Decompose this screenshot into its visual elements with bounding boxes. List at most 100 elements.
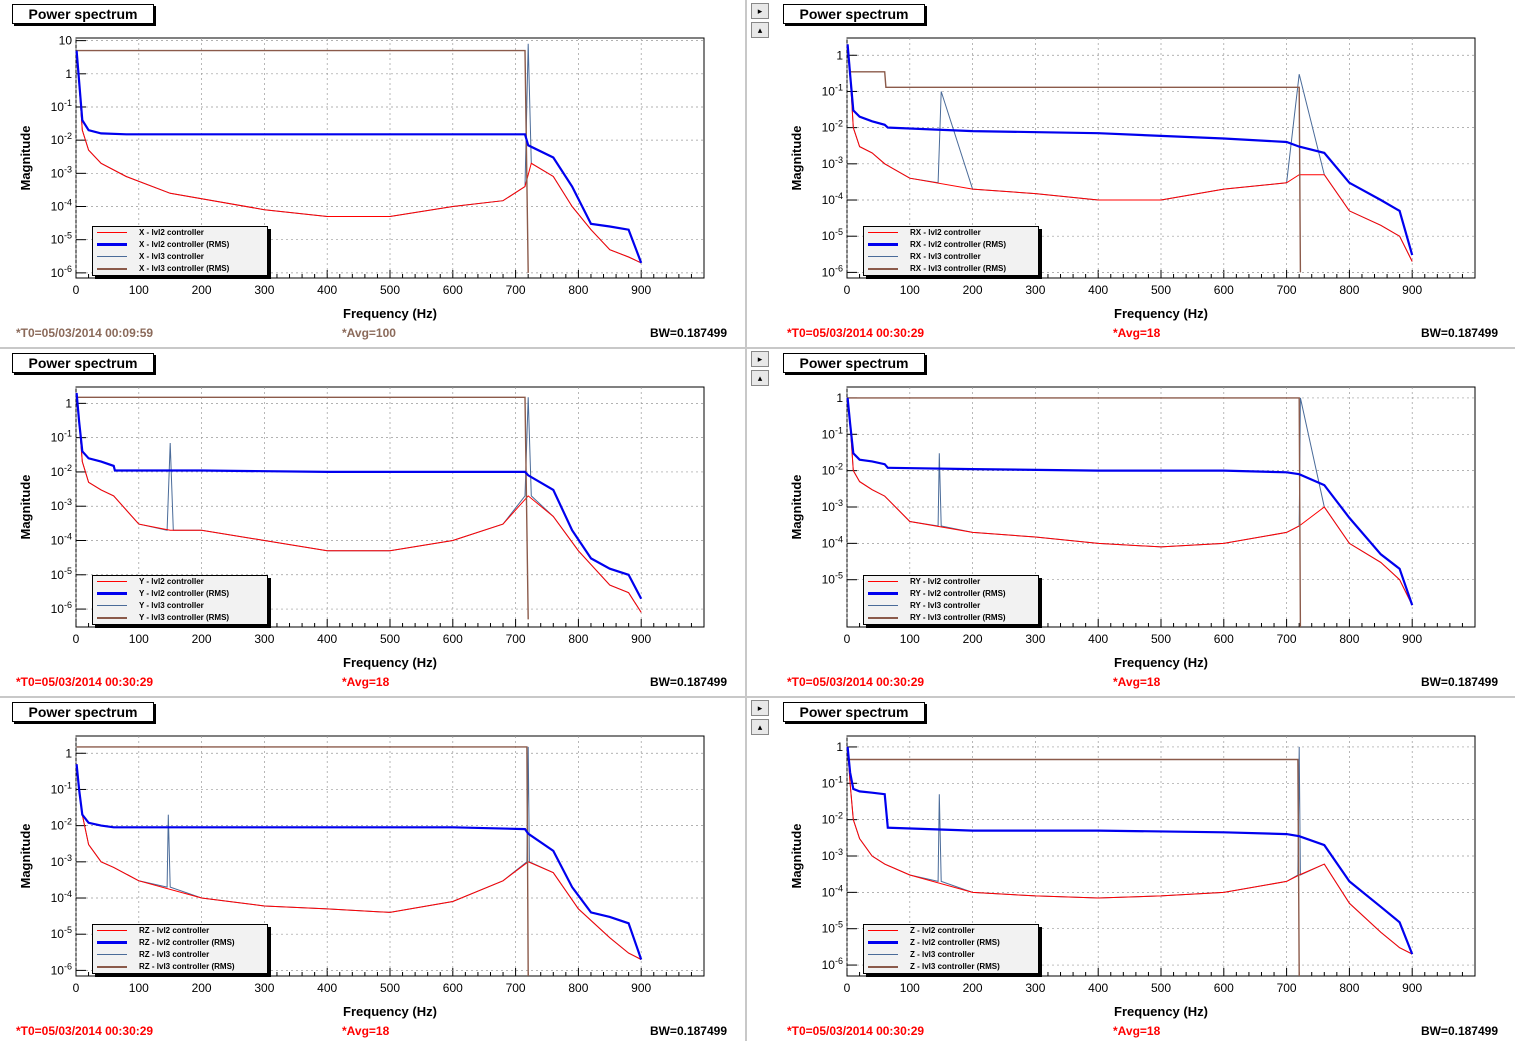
avg-label: *Avg=18 bbox=[1113, 326, 1161, 340]
y-tick-label: 10-1 bbox=[822, 774, 843, 790]
spectrum-plot[interactable]: 0 100 200 300 400 500 600 700 800 900 1 10-1 10-2 10-… bbox=[773, 724, 1515, 1024]
panel-title[interactable]: Power spectrum bbox=[12, 353, 154, 373]
legend-label: X - lvl3 controller (RMS) bbox=[139, 264, 230, 273]
x-tick-label: 300 bbox=[254, 632, 274, 646]
scroll-up-button[interactable]: ▴ bbox=[751, 719, 769, 735]
avg-label: *Avg=18 bbox=[342, 675, 390, 689]
x-tick-label: 800 bbox=[1339, 283, 1359, 297]
spectrum-plot[interactable]: 0 100 200 300 400 500 600 700 800 900 10 1 10-1 10-2 1… bbox=[2, 26, 745, 326]
panel-title[interactable]: Power spectrum bbox=[783, 353, 925, 373]
panel-title[interactable]: Power spectrum bbox=[12, 702, 154, 722]
y-tick-label: 10-5 bbox=[51, 566, 72, 582]
x-tick-label: 0 bbox=[844, 981, 851, 995]
x-tick-label: 800 bbox=[568, 981, 588, 995]
bw-label: BW=0.187499 bbox=[1420, 1024, 1498, 1038]
spectrum-plot[interactable]: 0 100 200 300 400 500 600 700 800 900 1 10-1 10-2 10-… bbox=[773, 26, 1515, 326]
y-tick-label: 1 bbox=[65, 396, 72, 410]
plot-legend[interactable]: X - lvl2 controller X - lvl2 controller … bbox=[92, 226, 268, 276]
y-tick-label: 10-5 bbox=[822, 920, 843, 936]
y-tick-label: 10-2 bbox=[822, 811, 843, 827]
t0-label: *T0=05/03/2014 00:30:29 bbox=[787, 326, 925, 340]
y-tick-label: 10-1 bbox=[51, 429, 72, 445]
spectrum-panel-rz: Power spectrum 0 100 200 300 400 500 600 700 800… bbox=[2, 698, 745, 1043]
lvl2-series-line bbox=[847, 746, 1413, 955]
plot-legend[interactable]: RY - lvl2 controller RY - lvl2 controlle… bbox=[863, 575, 1039, 625]
y-tick-label: 1 bbox=[836, 391, 843, 405]
lvl3-rms-series-line bbox=[76, 746, 529, 977]
spectrum-panel-x: Power spectrum 0 100 200 300 400 500 600 700 800… bbox=[2, 0, 745, 345]
x-tick-label: 300 bbox=[1025, 981, 1045, 995]
y-tick-label: 1 bbox=[836, 740, 843, 754]
plot-legend[interactable]: RZ - lvl2 controller RZ - lvl2 controlle… bbox=[92, 924, 268, 974]
legend-swatch-lvl3-rms bbox=[868, 965, 898, 968]
plot-legend[interactable]: Z - lvl2 controller Z - lvl2 controller … bbox=[863, 924, 1039, 974]
x-tick-label: 500 bbox=[1151, 981, 1171, 995]
legend-label: Y - lvl2 controller bbox=[139, 577, 204, 586]
lvl2-rms-series-line bbox=[846, 397, 1414, 606]
legend-label: RX - lvl2 controller (RMS) bbox=[910, 240, 1007, 249]
legend-swatch-lvl3 bbox=[97, 605, 127, 607]
x-tick-label: 900 bbox=[1402, 283, 1422, 297]
panel-title[interactable]: Power spectrum bbox=[783, 4, 925, 24]
avg-label: *Avg=18 bbox=[342, 1024, 390, 1038]
scroll-up-button[interactable]: ▴ bbox=[751, 22, 769, 38]
y-tick-label: 10-6 bbox=[51, 600, 72, 616]
y-axis-title: Magnitude bbox=[789, 126, 804, 191]
y-tick-label: 10-4 bbox=[822, 191, 843, 207]
x-tick-label: 500 bbox=[380, 981, 400, 995]
legend-swatch-lvl2-rms bbox=[868, 243, 898, 247]
x-tick-label: 0 bbox=[844, 632, 851, 646]
y-tick-label: 10-6 bbox=[822, 956, 843, 972]
y-tick-label: 10-4 bbox=[51, 889, 72, 905]
legend-swatch-lvl3-rms bbox=[97, 965, 127, 968]
plot-legend[interactable]: RX - lvl2 controller RX - lvl2 controlle… bbox=[863, 226, 1039, 276]
legend-swatch-lvl3-rms bbox=[868, 267, 898, 270]
legend-label: X - lvl3 controller bbox=[139, 252, 204, 261]
lvl2-rms-series-line bbox=[846, 746, 1414, 955]
lvl2-rms-series-line bbox=[75, 50, 643, 264]
scroll-right-button[interactable]: ▸ bbox=[751, 351, 769, 367]
panel-title[interactable]: Power spectrum bbox=[783, 702, 925, 722]
x-axis-title: Frequency (Hz) bbox=[343, 1004, 437, 1019]
legend-label: RY - lvl2 controller bbox=[910, 577, 981, 586]
spectrum-plot[interactable]: 0 100 200 300 400 500 600 700 800 900 1 10-1 10-2 10-… bbox=[2, 375, 745, 675]
legend-label: Y - lvl3 controller bbox=[139, 601, 204, 610]
spectrum-plot[interactable]: 0 100 200 300 400 500 600 700 800 900 1 10-1 10-2 10-… bbox=[2, 724, 745, 1024]
lvl2-series-line bbox=[76, 50, 642, 264]
x-tick-label: 0 bbox=[73, 981, 80, 995]
y-tick-label: 10-1 bbox=[822, 82, 843, 98]
x-tick-label: 100 bbox=[129, 283, 149, 297]
x-tick-label: 400 bbox=[317, 283, 337, 297]
y-tick-label: 10-2 bbox=[51, 463, 72, 479]
legend-swatch-lvl2-rms bbox=[868, 592, 898, 596]
x-axis-title: Frequency (Hz) bbox=[343, 655, 437, 670]
t0-label: *T0=05/03/2014 00:30:29 bbox=[16, 1024, 154, 1038]
y-axis-title: Magnitude bbox=[18, 824, 33, 889]
t0-label: *T0=05/03/2014 00:30:29 bbox=[787, 1024, 925, 1038]
x-axis-title: Frequency (Hz) bbox=[343, 306, 437, 321]
plot-legend[interactable]: Y - lvl2 controller Y - lvl2 controller … bbox=[92, 575, 268, 625]
legend-label: RY - lvl3 controller bbox=[910, 601, 981, 610]
y-tick-label: 10-1 bbox=[822, 425, 843, 441]
spectrum-panel-z: Power spectrum 0 100 200 300 400 500 600 700 800… bbox=[773, 698, 1515, 1043]
x-tick-label: 500 bbox=[380, 283, 400, 297]
y-tick-label: 10-4 bbox=[822, 534, 843, 550]
legend-swatch-lvl3 bbox=[868, 256, 898, 258]
y-axis-title: Magnitude bbox=[18, 475, 33, 540]
y-tick-label: 10-3 bbox=[51, 853, 72, 869]
spectrum-panel-ry: Power spectrum 0 100 200 300 400 500 600 700 800… bbox=[773, 349, 1515, 694]
panel-divider-vertical bbox=[745, 0, 747, 1041]
legend-swatch-lvl3-rms bbox=[97, 616, 127, 619]
lvl2-series-line bbox=[847, 397, 1413, 606]
legend-swatch-lvl3 bbox=[868, 954, 898, 956]
panel-title[interactable]: Power spectrum bbox=[12, 4, 154, 24]
scroll-right-button[interactable]: ▸ bbox=[751, 700, 769, 716]
y-tick-label: 10-5 bbox=[51, 925, 72, 941]
scroll-right-button[interactable]: ▸ bbox=[751, 3, 769, 19]
panel-divider-horizontal bbox=[0, 347, 1515, 349]
legend-swatch-lvl3-rms bbox=[97, 267, 127, 270]
x-tick-label: 400 bbox=[1088, 283, 1108, 297]
scroll-up-button[interactable]: ▴ bbox=[751, 370, 769, 386]
spectrum-plot[interactable]: 0 100 200 300 400 500 600 700 800 900 1 10-1 10-2 10-… bbox=[773, 375, 1515, 675]
lvl3-rms-series-line bbox=[847, 397, 1302, 628]
